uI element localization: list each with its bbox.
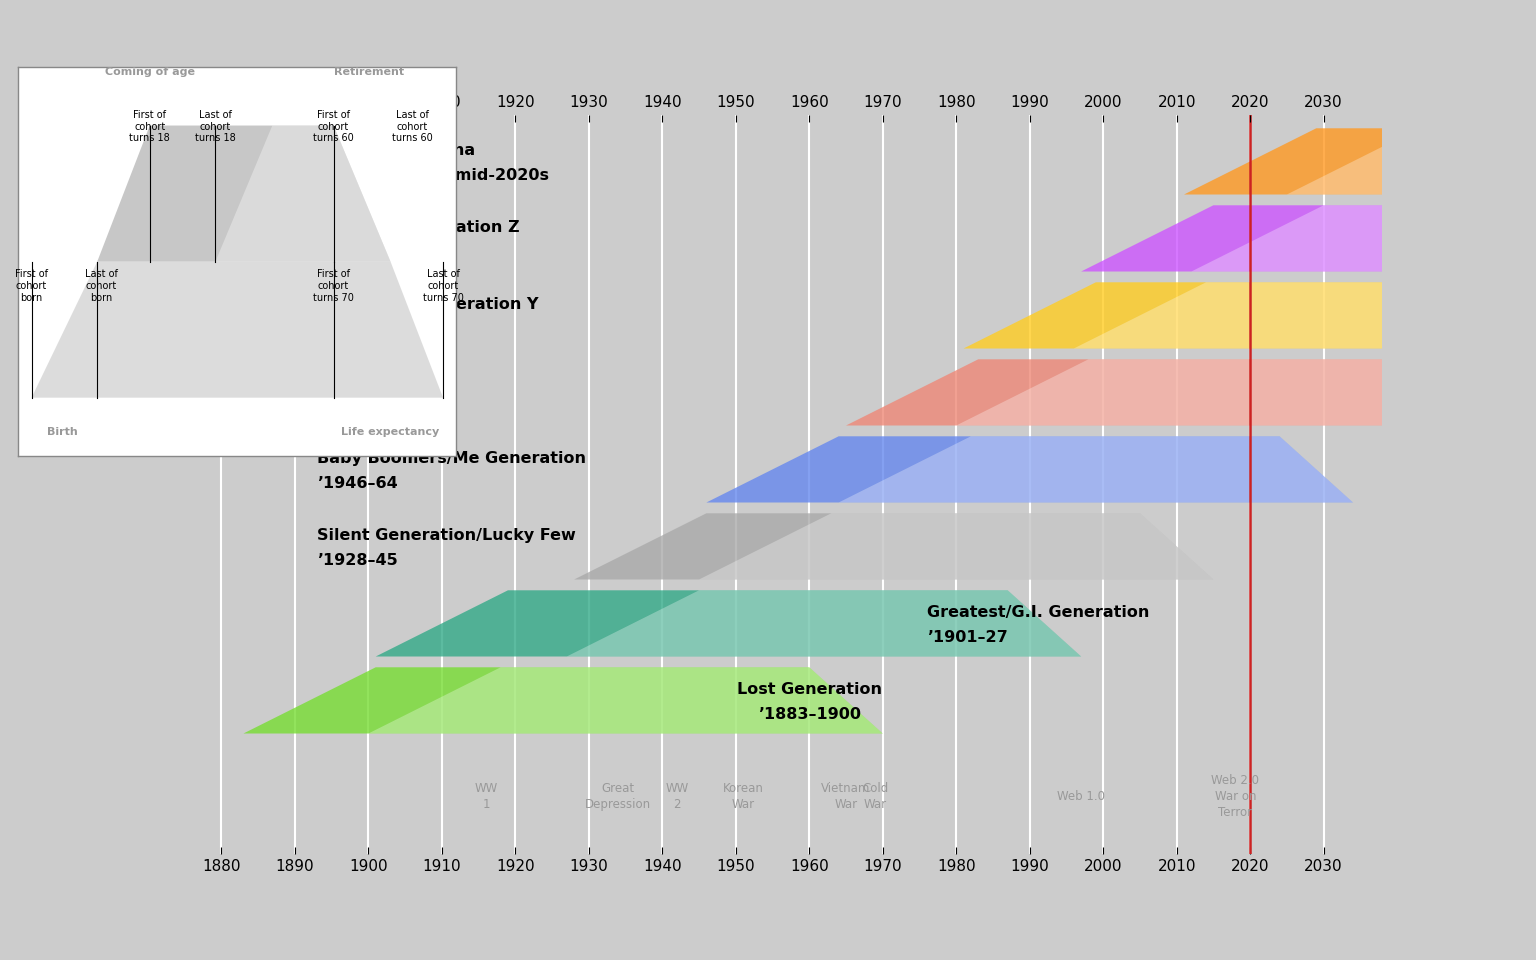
- Text: Retirement: Retirement: [333, 67, 404, 77]
- Text: WW
2: WW 2: [665, 782, 688, 811]
- Text: Cold
War: Cold War: [862, 782, 888, 811]
- Text: WW
1: WW 1: [475, 782, 498, 811]
- Text: ∗early 2010s – mid-2020s: ∗early 2010s – mid-2020s: [316, 168, 548, 182]
- Polygon shape: [97, 126, 390, 261]
- Text: ’1946–64: ’1946–64: [316, 476, 398, 491]
- Text: Generation Alpha: Generation Alpha: [316, 143, 475, 158]
- Text: First of
cohort
turns 18: First of cohort turns 18: [129, 110, 170, 143]
- Polygon shape: [567, 590, 1081, 657]
- Text: First of
cohort
born: First of cohort born: [15, 270, 48, 302]
- Text: Zoomers/Generation Z: Zoomers/Generation Z: [316, 220, 519, 235]
- Text: Silent Generation/Lucky Few: Silent Generation/Lucky Few: [316, 528, 576, 543]
- Polygon shape: [215, 126, 390, 261]
- Text: ’1928–45: ’1928–45: [316, 553, 398, 567]
- Text: Web 2.0
War on
Terror: Web 2.0 War on Terror: [1212, 774, 1260, 819]
- Polygon shape: [574, 514, 1213, 580]
- Text: Last of
cohort
born: Last of cohort born: [84, 270, 118, 302]
- Text: Korean
War: Korean War: [722, 782, 763, 811]
- Text: Last of
cohort
turns 18: Last of cohort turns 18: [195, 110, 237, 143]
- Text: Generation X: Generation X: [316, 374, 436, 389]
- Polygon shape: [963, 282, 1536, 348]
- Text: ’1901–27: ’1901–27: [926, 630, 1008, 645]
- Polygon shape: [369, 667, 883, 733]
- Polygon shape: [707, 436, 1353, 502]
- Polygon shape: [1287, 129, 1536, 195]
- Text: ’1981–96: ’1981–96: [316, 322, 398, 337]
- Text: Greatest/G.I. Generation: Greatest/G.I. Generation: [926, 605, 1149, 620]
- Text: ’1965–80: ’1965–80: [316, 398, 398, 414]
- Text: ’1883–1900: ’1883–1900: [757, 707, 860, 722]
- Text: Millennials/Generation Y: Millennials/Generation Y: [316, 298, 539, 312]
- Polygon shape: [376, 590, 1081, 657]
- Text: Lost Generation: Lost Generation: [737, 683, 882, 697]
- Text: First of
cohort
turns 60: First of cohort turns 60: [313, 110, 353, 143]
- Text: Coming of age: Coming of age: [104, 67, 195, 77]
- Text: Vietnam
War: Vietnam War: [822, 782, 871, 811]
- Polygon shape: [243, 667, 883, 733]
- Text: First of
cohort
turns 70: First of cohort turns 70: [313, 270, 355, 302]
- Text: Birth: Birth: [46, 426, 78, 437]
- Polygon shape: [1074, 282, 1536, 348]
- Text: Last of
cohort
turns 70: Last of cohort turns 70: [422, 270, 464, 302]
- Text: Last of
cohort
turns 60: Last of cohort turns 60: [392, 110, 433, 143]
- Polygon shape: [846, 359, 1470, 425]
- Polygon shape: [957, 359, 1470, 425]
- Text: Baby Boomers/Me Generation: Baby Boomers/Me Generation: [316, 451, 585, 467]
- Text: Web 1.0: Web 1.0: [1057, 790, 1104, 804]
- Polygon shape: [1192, 205, 1536, 272]
- Polygon shape: [32, 261, 442, 397]
- Polygon shape: [699, 514, 1213, 580]
- Polygon shape: [1184, 129, 1536, 195]
- Text: ’1997–2012: ’1997–2012: [316, 245, 419, 260]
- Polygon shape: [1081, 205, 1536, 272]
- Text: Great
Depression: Great Depression: [585, 782, 651, 811]
- Text: Life expectancy: Life expectancy: [341, 426, 439, 437]
- Polygon shape: [839, 436, 1353, 502]
